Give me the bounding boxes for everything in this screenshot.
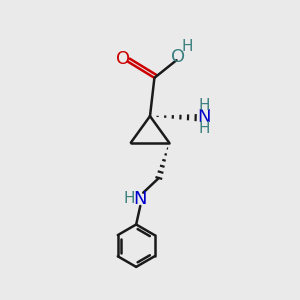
Text: H: H (198, 121, 210, 136)
Text: N: N (197, 108, 211, 126)
Text: N: N (134, 190, 147, 208)
Text: O: O (116, 50, 130, 68)
Text: O: O (171, 48, 185, 66)
Text: H: H (181, 39, 193, 54)
Text: H: H (198, 98, 210, 113)
Text: H: H (124, 191, 135, 206)
